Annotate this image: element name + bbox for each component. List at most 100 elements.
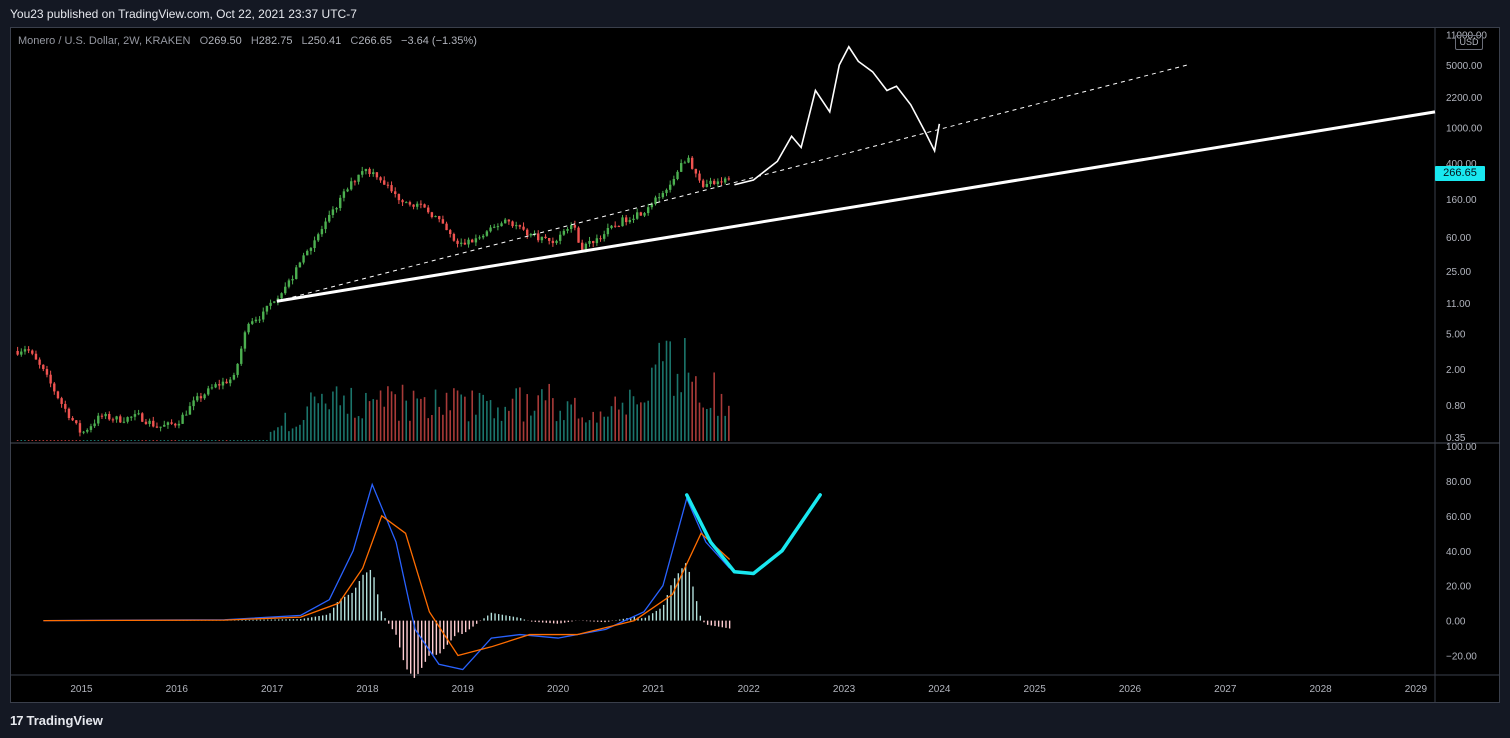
volume-bar <box>346 413 349 441</box>
candle-body <box>218 384 221 386</box>
volume-bar <box>486 400 488 441</box>
volume-bar <box>321 393 323 441</box>
volume-bar <box>398 420 400 441</box>
volume-bar <box>280 425 283 441</box>
volume-bar <box>577 418 580 441</box>
candle-body <box>49 374 52 384</box>
candle-body <box>665 189 668 194</box>
candle-body <box>262 311 265 320</box>
candle-body <box>357 174 360 182</box>
candle-body <box>221 381 225 386</box>
volume-bars <box>16 338 730 441</box>
candle-body <box>489 227 492 232</box>
candle-body <box>690 157 694 169</box>
candle-body <box>485 231 489 236</box>
volume-bar <box>288 431 290 441</box>
volume-bar <box>526 394 529 441</box>
candle-body <box>624 217 628 223</box>
volume-bar <box>255 440 257 441</box>
candle-body <box>643 213 646 216</box>
volume-bar <box>244 440 246 441</box>
volume-bar <box>310 392 312 441</box>
candle-body <box>529 234 533 236</box>
volume-bar <box>90 440 92 441</box>
time-tick-label: 2019 <box>452 684 475 695</box>
volume-bar <box>170 440 173 441</box>
candle-body <box>562 230 566 235</box>
volume-bar <box>570 404 573 441</box>
volume-bar <box>720 393 723 441</box>
volume-bar <box>728 405 730 441</box>
candle-body <box>712 180 716 185</box>
candle-body <box>339 197 342 209</box>
volume-bar <box>379 390 382 441</box>
candle-body <box>679 163 683 172</box>
macd-pane <box>43 482 822 678</box>
candle-body <box>291 279 294 281</box>
symbol-legend: Monero / U.S. Dollar, 2W, KRAKEN O269.50… <box>18 35 483 47</box>
volume-bar <box>38 440 41 441</box>
price-tick-label: 2200.00 <box>1446 93 1483 104</box>
volume-bar <box>49 440 52 441</box>
candle-body <box>698 173 701 181</box>
volume-bar <box>42 440 45 441</box>
footer-brand[interactable]: 17 TradingView <box>10 710 103 730</box>
time-tick-label: 2023 <box>833 684 856 695</box>
candle-body <box>635 212 639 219</box>
volume-bar <box>629 389 631 441</box>
volume-bar <box>16 440 19 441</box>
candle-body <box>243 332 247 349</box>
volume-bar <box>60 440 63 441</box>
volume-bar <box>108 440 111 441</box>
volume-bar <box>46 440 48 441</box>
currency-unit-button[interactable]: USD <box>1455 35 1483 50</box>
candle-body <box>515 225 518 227</box>
close-value: 266.65 <box>358 35 392 47</box>
macd-axis: 100.00 80.00 60.00 40.00 20.00 0.00 −20.00 <box>1446 442 1477 663</box>
price-tick-label: 5.00 <box>1446 330 1466 341</box>
volume-bar <box>343 395 345 441</box>
volume-bar <box>423 397 426 441</box>
candle-body <box>133 414 137 417</box>
candle-body <box>570 225 573 230</box>
candle-body <box>71 417 74 421</box>
volume-bar <box>174 440 177 441</box>
candle-body <box>350 181 353 190</box>
volume-bar <box>618 409 620 441</box>
candle-body <box>661 193 665 198</box>
volume-bar <box>636 404 638 441</box>
macd-line <box>43 482 731 671</box>
chart-canvas[interactable]: 11000.005000.002200.001000.00400.00160.0… <box>10 27 1500 703</box>
candle-body <box>137 413 140 415</box>
candle-body <box>584 243 588 250</box>
time-tick-label: 2015 <box>70 684 93 695</box>
volume-bar <box>537 395 540 441</box>
low-value: 250.41 <box>307 35 342 47</box>
volume-bar <box>152 440 155 441</box>
volume-bar <box>247 440 250 441</box>
volume-bar <box>651 367 653 441</box>
volume-bar <box>126 440 129 441</box>
time-tick-label: 2021 <box>642 684 665 695</box>
volume-bar <box>632 396 635 441</box>
candle-body <box>45 369 49 375</box>
volume-bar <box>324 403 327 441</box>
candle-body <box>694 168 698 174</box>
candle-body <box>650 204 654 208</box>
volume-bar <box>339 405 342 441</box>
volume-bar <box>599 411 602 441</box>
macd-tick-label: −20.00 <box>1446 652 1477 663</box>
volume-bar <box>31 440 34 441</box>
candle-body <box>364 168 368 172</box>
macd-tick-label: 100.00 <box>1446 442 1477 453</box>
volume-bar <box>658 342 660 441</box>
volume-bar <box>357 416 360 441</box>
candle-body <box>405 202 408 204</box>
volume-bar <box>614 396 616 441</box>
chart-frame[interactable] <box>10 27 1500 703</box>
volume-bar <box>566 401 569 441</box>
candle-body <box>657 197 661 199</box>
candle-body <box>430 212 434 218</box>
candle-body <box>613 225 617 227</box>
volume-bar <box>412 390 415 441</box>
